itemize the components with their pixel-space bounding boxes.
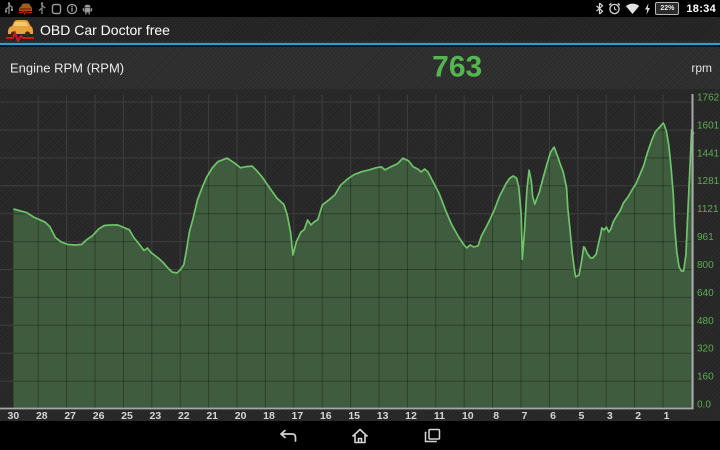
bluetooth-icon — [596, 2, 604, 15]
y-axis-label: 1281 — [697, 176, 720, 187]
y-axis-label: 480 — [697, 316, 714, 327]
x-axis-label: 20 — [235, 410, 247, 421]
y-axis-label: 160 — [697, 372, 714, 383]
rpm-area-chart: 30 28 27 26 25 23 22 21 20 18 17 16 15 13 12 11 10 8 7 6 5 3 2… — [0, 92, 720, 421]
battery-badge: 22% — [655, 2, 680, 15]
recents-icon — [424, 428, 440, 443]
sensor-header: Engine RPM (RPM) 763 rpm — [0, 47, 720, 89]
status-bar-left-icons — [0, 2, 97, 15]
x-axis-label: 28 — [36, 410, 48, 421]
x-axis-label: 12 — [405, 410, 417, 421]
android-icon — [82, 4, 93, 14]
x-axis-label: 7 — [522, 410, 528, 421]
x-axis-label: 11 — [434, 410, 445, 421]
y-axis-label: 1601 — [697, 120, 720, 131]
usb-debug-icon — [38, 2, 46, 14]
home-button[interactable] — [324, 421, 396, 450]
x-axis-label: 15 — [348, 410, 360, 421]
x-axis-label: 26 — [93, 410, 105, 421]
x-axis-label: 27 — [64, 410, 76, 421]
x-axis-label: 30 — [8, 410, 20, 421]
alarm-icon — [609, 2, 621, 15]
y-axis-label: 320 — [697, 344, 714, 355]
y-axis-label: 800 — [697, 260, 714, 271]
home-icon — [351, 428, 369, 443]
x-axis-label: 13 — [377, 410, 389, 421]
x-axis-label: 21 — [206, 410, 218, 421]
y-axis-label: 640 — [697, 288, 714, 299]
clock-label: 18:34 — [686, 2, 716, 15]
x-axis-label: 18 — [263, 410, 275, 421]
y-axis-label: 1762 — [697, 92, 720, 103]
y-axis-label: 0.0 — [697, 400, 711, 411]
x-axis-label: 23 — [150, 410, 162, 421]
x-axis-label: 17 — [292, 410, 304, 421]
status-bar: 22% 18:34 — [0, 0, 720, 17]
app-logo-car-icon — [6, 20, 34, 42]
charging-bolt-icon — [645, 3, 651, 14]
y-axis-label: 1121 — [697, 204, 719, 215]
titlebar-accent-divider — [0, 43, 720, 45]
x-axis-label: 16 — [320, 410, 332, 421]
back-icon — [279, 429, 296, 442]
sensor-value: 763 — [432, 50, 483, 84]
app-title: OBD Car Doctor free — [40, 22, 170, 38]
storage-icon — [51, 3, 62, 14]
usb-icon — [4, 2, 13, 14]
obd-app-car-icon — [19, 3, 32, 15]
x-axis-label: 25 — [121, 410, 133, 421]
info-icon — [66, 3, 78, 14]
x-axis-label: 1 — [664, 410, 670, 421]
rpm-chart-plot[interactable]: 30 28 27 26 25 23 22 21 20 18 17 16 15 13 12 11 10 8 7 6 5 3 2… — [0, 89, 720, 421]
back-button[interactable] — [252, 421, 324, 450]
battery-percent-label: 22% — [660, 5, 675, 12]
x-axis-label: 10 — [462, 410, 474, 421]
android-nav-bar — [0, 421, 720, 450]
y-axis-label: 961 — [697, 232, 714, 243]
x-axis-label: 5 — [578, 410, 584, 421]
status-bar-right: 22% 18:34 — [591, 2, 720, 15]
x-axis-label: 6 — [550, 410, 556, 421]
wifi-icon — [626, 3, 640, 14]
title-bar: OBD Car Doctor free — [0, 17, 720, 43]
sensor-unit-label: rpm — [691, 61, 712, 75]
x-axis-label: 2 — [635, 410, 641, 421]
x-axis-label: 3 — [607, 410, 613, 421]
y-axis-label: 1441 — [697, 148, 720, 159]
recents-button[interactable] — [396, 421, 468, 450]
x-axis-label: 8 — [493, 410, 499, 421]
sensor-name-label: Engine RPM (RPM) — [10, 60, 125, 76]
x-axis-label: 22 — [178, 410, 190, 421]
